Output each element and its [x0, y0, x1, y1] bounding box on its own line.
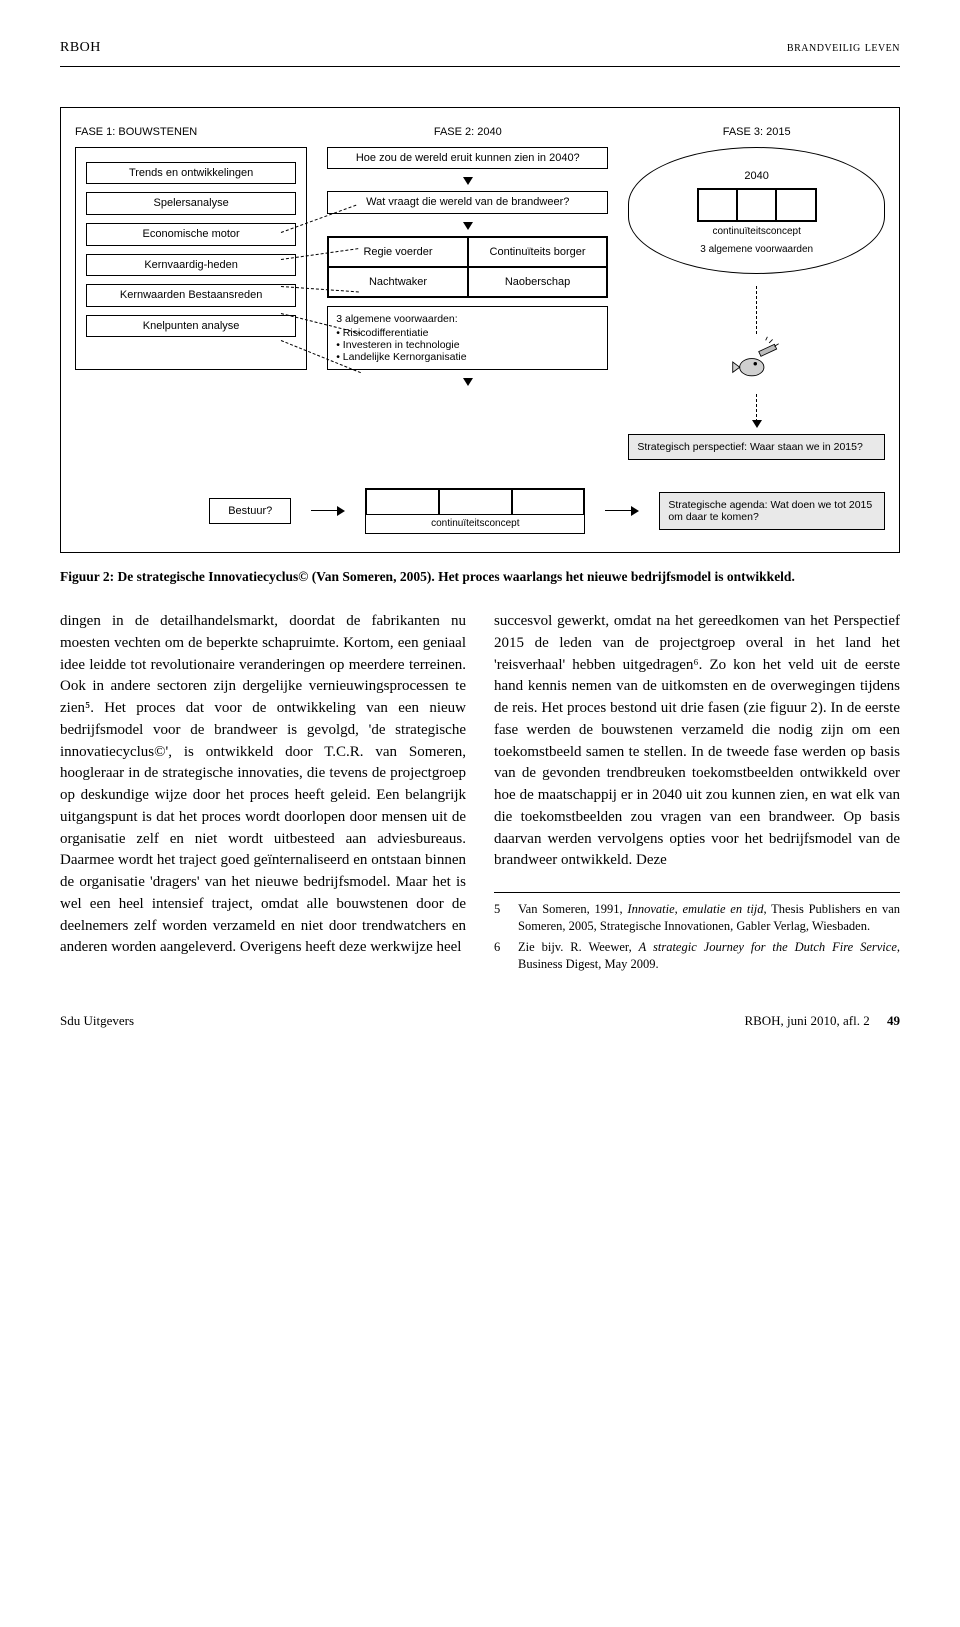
- cloud-grid: [697, 188, 817, 222]
- figure-2: FASE 1: BOUWSTENEN Trends en ontwikkelin…: [60, 107, 900, 553]
- fn-text: Zie bijv. R. Weewer, A strategic Journey…: [518, 939, 900, 973]
- c2-cont-label: continuïteitsconcept: [366, 515, 584, 533]
- arrow-down-icon: [463, 222, 473, 230]
- c2-bullets: 3 algemene voorwaarden: • Risicodifferen…: [327, 306, 608, 370]
- col2-label: FASE 2: 2040: [327, 126, 608, 139]
- bullet-item: • Landelijke Kernorganisatie: [336, 351, 599, 363]
- grid-cell: Regie voerder: [328, 237, 468, 267]
- fig-col-2: FASE 2: 2040 Hoe zou de wereld eruit kun…: [327, 126, 608, 392]
- bestuur-box: Bestuur?: [209, 498, 291, 525]
- fig-col-3: FASE 3: 2015 2040 continuïteitsconcept 3…: [628, 126, 885, 470]
- c1-item: Economische motor: [86, 223, 296, 246]
- arrow-down-icon: [752, 420, 762, 428]
- arrow-right-icon: [605, 506, 639, 516]
- grid-cell: Continuïteits borger: [468, 237, 608, 267]
- footer-right: RBOH, juni 2010, afl. 2 49: [744, 1013, 900, 1029]
- c3-sp: Strategisch perspectief: Waar staan we i…: [628, 434, 885, 460]
- dashed-arrow-icon: [756, 286, 757, 334]
- fig-lower-row: Bestuur? continuïteitsconcept Strategisc…: [75, 488, 885, 534]
- page-number: 49: [887, 1013, 900, 1028]
- c1-item: Spelersanalyse: [86, 192, 296, 215]
- cloud-cont: continuïteitsconcept: [712, 226, 800, 238]
- body-text: dingen in de detailhandelsmarkt, doordat…: [60, 611, 900, 977]
- body-right-p: succesvol gewerkt, omdat na het gereedko…: [494, 611, 900, 872]
- c2-q1: Hoe zou de wereld eruit kunnen zien in 2…: [327, 147, 608, 170]
- cloud-year: 2040: [744, 170, 768, 183]
- body-col-left: dingen in de detailhandelsmarkt, doordat…: [60, 611, 466, 977]
- col1-label: FASE 1: BOUWSTENEN: [75, 126, 307, 139]
- c3-cloud: 2040 continuïteitsconcept 3 algemene voo…: [628, 147, 885, 275]
- cloud-vw: 3 algemene voorwaarden: [700, 244, 813, 256]
- fn-text: Van Someren, 1991, Innovatie, emulatie e…: [518, 901, 900, 935]
- telescope-icon: [731, 336, 783, 388]
- c2-grid: Regie voerder Continuïteits borger Nacht…: [327, 236, 608, 298]
- footnote: 6 Zie bijv. R. Weewer, A strategic Journ…: [494, 939, 900, 973]
- footnote: 5 Van Someren, 1991, Innovatie, emulatie…: [494, 901, 900, 935]
- c1-item: Kernvaardig-heden: [86, 254, 296, 277]
- figure-caption: Figuur 2: De strategische Innovatiecyclu…: [60, 567, 900, 587]
- c1-item: Knelpunten analyse: [86, 315, 296, 338]
- c1-item: Kernwaarden Bestaansreden: [86, 284, 296, 307]
- grid-cell: Naoberschap: [468, 267, 608, 297]
- c2-cont-box: continuïteitsconcept: [365, 488, 585, 534]
- bullets-title: 3 algemene voorwaarden:: [336, 313, 599, 325]
- arrow-down-icon: [463, 177, 473, 185]
- body-left-p: dingen in de detailhandelsmarkt, doordat…: [60, 611, 466, 959]
- c1-item: Trends en ontwikkelingen: [86, 162, 296, 185]
- bullet-item: • Investeren in technologie: [336, 339, 599, 351]
- arrow-right-icon: [311, 506, 345, 516]
- fn-num: 6: [494, 939, 508, 973]
- page-footer: Sdu Uitgevers RBOH, juni 2010, afl. 2 49: [60, 1013, 900, 1029]
- col3-label: FASE 3: 2015: [628, 126, 885, 139]
- fn-num: 5: [494, 901, 508, 935]
- fig-col-1: FASE 1: BOUWSTENEN Trends en ontwikkelin…: [75, 126, 307, 370]
- footnotes: 5 Van Someren, 1991, Innovatie, emulatie…: [494, 892, 900, 973]
- c3-sa: Strategische agenda: Wat doen we tot 201…: [659, 492, 885, 530]
- grid-cell: Nachtwaker: [328, 267, 468, 297]
- header-right: brandveilig leven: [787, 40, 900, 56]
- bullet-item: • Risicodifferentiatie: [336, 327, 599, 339]
- header-left: RBOH: [60, 40, 101, 56]
- arrow-down-icon: [463, 378, 473, 386]
- footer-left: Sdu Uitgevers: [60, 1013, 134, 1029]
- dashed-arrow-icon: [756, 394, 757, 422]
- body-col-right: succesvol gewerkt, omdat na het gereedko…: [494, 611, 900, 977]
- running-header: RBOH brandveilig leven: [60, 40, 900, 67]
- col1-panel: Trends en ontwikkelingen Spelersanalyse …: [75, 147, 307, 371]
- c2-q2: Wat vraagt die wereld van de brandweer?: [327, 191, 608, 214]
